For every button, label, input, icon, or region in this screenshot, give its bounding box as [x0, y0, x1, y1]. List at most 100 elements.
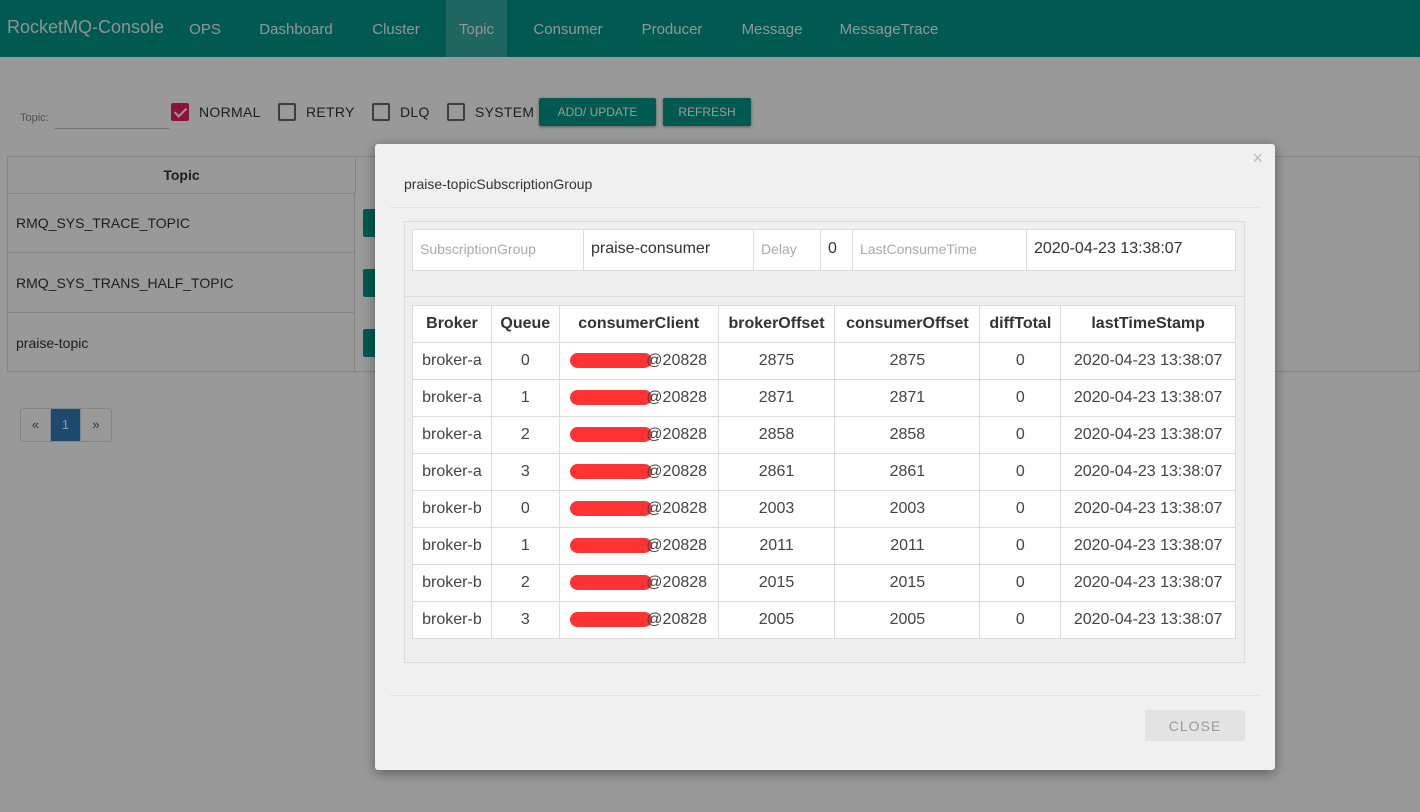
consumer-client-suffix: @20828: [646, 389, 708, 406]
redaction-mark: [570, 390, 653, 406]
refresh-button[interactable]: REFRESH: [663, 98, 751, 126]
diff-total-cell: 0: [979, 527, 1062, 565]
queue-cell: 1: [490, 379, 560, 417]
topic-column-header: Topic: [8, 157, 356, 194]
broker-cell: broker-b: [412, 527, 492, 565]
queue-cell: 1: [490, 527, 560, 565]
table-row: broker-a 0 @20828 2875 2875 0 2020-04-23…: [412, 342, 1236, 380]
broker-offset-cell: 2875: [717, 342, 836, 380]
queue-column-header: Queue: [490, 305, 560, 343]
system-checkbox[interactable]: [447, 103, 465, 121]
table-row: broker-b 3 @20828 2005 2005 0 2020-04-23…: [412, 601, 1236, 639]
topic-row: praise-topic: [8, 313, 355, 373]
pagination-next[interactable]: »: [92, 417, 100, 432]
consumer-client-cell: @20828: [558, 527, 719, 565]
nav-item-producer[interactable]: Producer: [641, 21, 703, 38]
diff-total-cell: 0: [979, 601, 1062, 639]
broker-cell: broker-b: [412, 601, 492, 639]
nav-item-ops[interactable]: OPS: [189, 21, 221, 38]
queue-cell: 3: [490, 601, 560, 639]
queue-cell: 0: [490, 342, 560, 380]
redaction-mark: [570, 538, 653, 554]
broker-offset-cell: 2871: [717, 379, 836, 417]
broker-cell: broker-a: [412, 416, 492, 454]
subscription-panel: SubscriptionGroup praise-consumer Delay …: [404, 221, 1245, 663]
consumer-client-cell: @20828: [558, 564, 719, 602]
consumer-client-cell: @20828: [558, 342, 719, 380]
nav-item-messagetrace[interactable]: MessageTrace: [839, 21, 939, 38]
table-row: broker-a 2 @20828 2858 2858 0 2020-04-23…: [412, 416, 1236, 454]
last-timestamp-cell: 2020-04-23 13:38:07: [1060, 453, 1236, 491]
consumer-client-cell: @20828: [558, 379, 719, 417]
last-timestamp-cell: 2020-04-23 13:38:07: [1060, 416, 1236, 454]
consumer-offset-cell: 2871: [834, 379, 981, 417]
consumer-offset-cell: 2011: [834, 527, 981, 565]
pagination: « 1 »: [20, 408, 112, 442]
dialog-footer-divider: [390, 695, 1260, 696]
normal-checkbox-label[interactable]: NORMAL: [199, 104, 261, 120]
last-timestamp-cell: 2020-04-23 13:38:07: [1060, 527, 1236, 565]
consumer-client-cell: @20828: [558, 453, 719, 491]
broker-cell: broker-b: [412, 490, 492, 528]
queue-table: Broker Queue consumerClient brokerOffset…: [412, 305, 1236, 639]
consumer-client-suffix: @20828: [646, 500, 708, 517]
close-button[interactable]: CLOSE: [1145, 710, 1245, 741]
redaction-mark: [570, 464, 653, 480]
add-update-button[interactable]: ADD/ UPDATE: [539, 98, 656, 126]
last-timestamp-cell: 2020-04-23 13:38:07: [1060, 564, 1236, 602]
topic-filter-input[interactable]: [55, 106, 169, 129]
nav-item-cluster[interactable]: Cluster: [372, 21, 420, 38]
pagination-page-1[interactable]: 1: [51, 409, 81, 441]
last-consume-time-label: LastConsumeTime: [853, 230, 1027, 270]
nav-item-topic[interactable]: Topic: [446, 0, 507, 57]
consumer-client-suffix: @20828: [646, 537, 708, 554]
broker-cell: broker-a: [412, 379, 492, 417]
broker-offset-cell: 2003: [717, 490, 836, 528]
broker-offset-cell: 2011: [717, 527, 836, 565]
broker-offset-cell: 2005: [717, 601, 836, 639]
last-timestamp-cell: 2020-04-23 13:38:07: [1060, 379, 1236, 417]
last-timestamp-cell: 2020-04-23 13:38:07: [1060, 342, 1236, 380]
consumer-offset-cell: 2858: [834, 416, 981, 454]
table-row: broker-b 2 @20828 2015 2015 0 2020-04-23…: [412, 564, 1236, 602]
topic-filter-label: Topic:: [20, 112, 49, 124]
consumer-offset-cell: 2875: [834, 342, 981, 380]
panel-divider: [405, 296, 1244, 297]
brand-logo[interactable]: RocketMQ-Console: [7, 17, 165, 37]
diff-total-cell: 0: [979, 490, 1062, 528]
dlq-checkbox-label[interactable]: DLQ: [400, 104, 430, 120]
broker-cell: broker-a: [412, 453, 492, 491]
redaction-mark: [570, 501, 653, 517]
table-row: broker-a 1 @20828 2871 2871 0 2020-04-23…: [412, 379, 1236, 417]
redaction-mark: [570, 353, 653, 369]
nav-item-consumer[interactable]: Consumer: [533, 21, 603, 38]
retry-checkbox-label[interactable]: RETRY: [306, 104, 355, 120]
broker-offset-column-header: brokerOffset: [717, 305, 836, 343]
dialog-title: praise-topicSubscriptionGroup: [404, 176, 593, 192]
normal-checkbox[interactable]: [171, 103, 189, 121]
diff-total-cell: 0: [979, 564, 1062, 602]
consumer-client-suffix: @20828: [646, 426, 708, 443]
retry-checkbox[interactable]: [278, 103, 296, 121]
consumer-client-suffix: @20828: [646, 463, 708, 480]
broker-column-header: Broker: [412, 305, 492, 343]
system-checkbox-label[interactable]: SYSTEM: [475, 104, 535, 120]
diff-total-cell: 0: [979, 416, 1062, 454]
diff-total-cell: 0: [979, 379, 1062, 417]
dlq-checkbox[interactable]: [372, 103, 390, 121]
nav-item-dashboard[interactable]: Dashboard: [259, 21, 333, 38]
consumer-client-cell: @20828: [558, 490, 719, 528]
topic-row: RMQ_SYS_TRACE_TOPIC: [8, 193, 355, 253]
consumer-client-suffix: @20828: [646, 574, 708, 591]
redaction-mark: [570, 612, 653, 628]
broker-offset-cell: 2861: [717, 453, 836, 491]
consumer-offset-cell: 2861: [834, 453, 981, 491]
queue-cell: 3: [490, 453, 560, 491]
broker-cell: broker-a: [412, 342, 492, 380]
table-row: broker-a 3 @20828 2861 2861 0 2020-04-23…: [412, 453, 1236, 491]
nav-item-message[interactable]: Message: [741, 21, 803, 38]
table-row: broker-b 0 @20828 2003 2003 0 2020-04-23…: [412, 490, 1236, 528]
pagination-prev[interactable]: «: [21, 409, 51, 441]
subscription-group-dialog: × praise-topicSubscriptionGroup Subscrip…: [375, 144, 1275, 770]
close-icon[interactable]: ×: [1252, 148, 1263, 168]
